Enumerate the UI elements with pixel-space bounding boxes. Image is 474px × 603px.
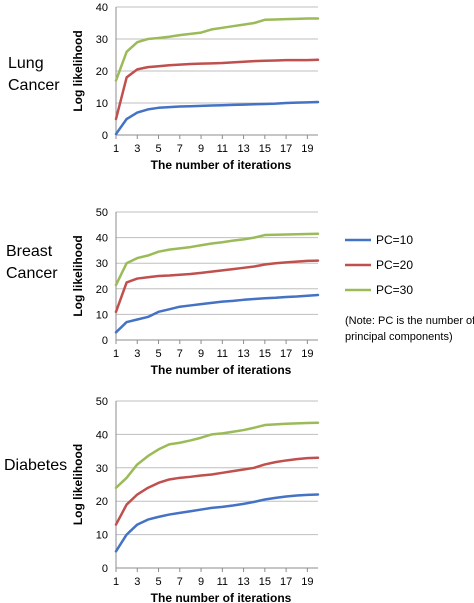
series-line-pc30 xyxy=(114,232,320,287)
panel-label-line: Cancer xyxy=(6,265,58,282)
x-tick-label: 15 xyxy=(259,576,271,588)
y-tick-label: 40 xyxy=(96,233,108,245)
y-tick-label: 10 xyxy=(96,309,108,321)
x-tick-label: 9 xyxy=(198,576,204,588)
x-tick-label: 9 xyxy=(198,348,204,360)
x-tick-label: 9 xyxy=(198,143,204,155)
y-tick-label: 30 xyxy=(96,34,108,46)
y-tick-label: 20 xyxy=(96,284,108,296)
x-tick-label: 15 xyxy=(259,143,271,155)
y-tick-label: 40 xyxy=(96,2,108,14)
series-line-pc20 xyxy=(114,456,320,526)
series-line-pc30 xyxy=(114,17,320,82)
x-tick-label: 3 xyxy=(134,348,140,360)
legend-note-line-2: principal components) xyxy=(345,331,453,343)
x-tick-label: 1 xyxy=(113,576,119,588)
panel-label-line: Diabetes xyxy=(4,457,67,474)
x-tick-label: 13 xyxy=(237,143,249,155)
series-line-pc30 xyxy=(114,421,320,490)
x-tick-label: 5 xyxy=(155,576,161,588)
x-tick-label: 5 xyxy=(155,348,161,360)
y-tick-label: 10 xyxy=(96,530,108,542)
x-tick-label: 3 xyxy=(134,576,140,588)
x-tick-label: 1 xyxy=(113,348,119,360)
x-tick-label: 15 xyxy=(259,348,271,360)
series-line-pc20 xyxy=(114,259,320,314)
x-tick-label: 1 xyxy=(113,143,119,155)
y-tick-label: 50 xyxy=(96,396,108,408)
x-axis-title: The number of iterations xyxy=(151,363,292,377)
y-tick-label: 10 xyxy=(96,98,108,110)
y-tick-label: 30 xyxy=(96,258,108,270)
y-tick-label: 0 xyxy=(102,130,108,142)
x-tick-label: 11 xyxy=(217,576,228,588)
series-line-pc10 xyxy=(114,293,320,334)
panel-label-line: Breast xyxy=(6,243,53,260)
y-axis-title: Log likelihood xyxy=(71,444,85,525)
legend-item-pc30: PC=30 xyxy=(345,283,413,297)
x-tick-label: 13 xyxy=(237,576,249,588)
x-tick-label: 7 xyxy=(177,348,183,360)
x-tick-label: 7 xyxy=(177,143,183,155)
y-tick-label: 20 xyxy=(96,66,108,78)
x-tick-label: 3 xyxy=(134,143,140,155)
panel-label-line: Cancer xyxy=(8,77,60,94)
legend-label-pc30: PC=30 xyxy=(376,283,413,297)
y-axis-title: Log likelihood xyxy=(71,235,85,316)
x-tick-label: 7 xyxy=(177,576,183,588)
legend: PC=10 PC=20 PC=30 (Note: PC is the numbe… xyxy=(345,233,474,343)
legend-label-pc20: PC=20 xyxy=(376,258,413,272)
legend-note-line-1: (Note: PC is the number of xyxy=(345,315,474,327)
x-tick-label: 19 xyxy=(301,348,313,360)
panel-label-line: Lung xyxy=(8,55,44,72)
legend-item-pc20: PC=20 xyxy=(345,258,413,272)
series-line-pc10 xyxy=(114,493,320,553)
y-tick-label: 0 xyxy=(102,335,108,347)
x-tick-label: 17 xyxy=(280,143,292,155)
y-tick-label: 0 xyxy=(102,563,108,575)
legend-item-pc10: PC=10 xyxy=(345,233,413,247)
x-axis-title: The number of iterations xyxy=(151,591,292,603)
y-axis-title: Log likelihood xyxy=(71,30,85,111)
x-tick-label: 17 xyxy=(280,348,292,360)
x-axis-title: The number of iterations xyxy=(151,158,292,172)
y-tick-label: 20 xyxy=(96,496,108,508)
y-tick-label: 30 xyxy=(96,463,108,475)
x-tick-label: 5 xyxy=(155,143,161,155)
legend-label-pc10: PC=10 xyxy=(376,233,413,247)
y-tick-label: 40 xyxy=(96,429,108,441)
x-tick-label: 19 xyxy=(301,576,313,588)
x-tick-label: 11 xyxy=(217,143,228,155)
x-tick-label: 11 xyxy=(217,348,228,360)
x-tick-label: 19 xyxy=(301,143,313,155)
series-line-pc20 xyxy=(114,58,320,121)
y-tick-label: 50 xyxy=(96,207,108,219)
series-line-pc10 xyxy=(114,100,320,136)
x-tick-label: 13 xyxy=(237,348,249,360)
x-tick-label: 17 xyxy=(280,576,292,588)
